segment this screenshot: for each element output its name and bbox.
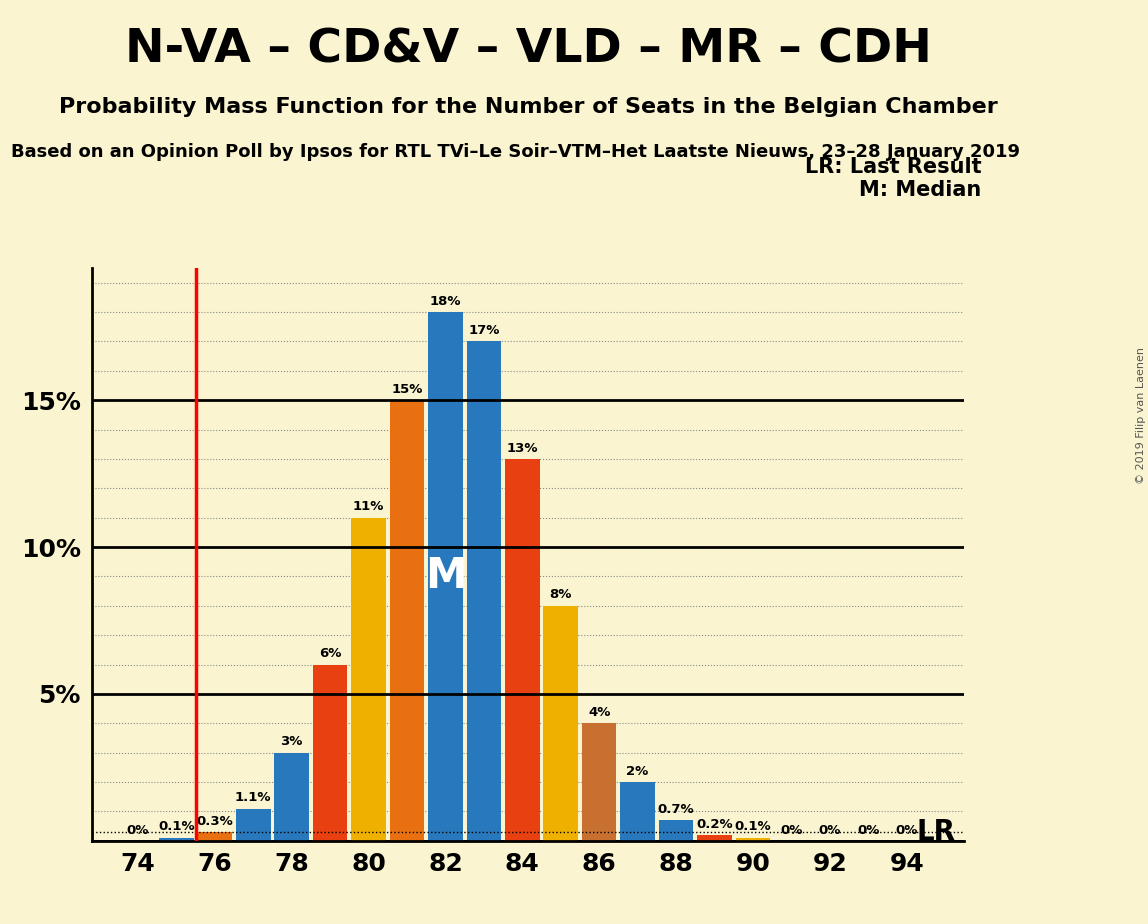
Bar xyxy=(736,838,770,841)
Text: 0.2%: 0.2% xyxy=(696,818,732,831)
Bar xyxy=(274,753,309,841)
Bar xyxy=(697,835,731,841)
Bar xyxy=(428,312,463,841)
Bar xyxy=(505,459,540,841)
Text: M: Median: M: Median xyxy=(860,180,982,201)
Text: 0.1%: 0.1% xyxy=(158,821,195,833)
Text: 17%: 17% xyxy=(468,324,499,337)
Text: 0%: 0% xyxy=(858,824,879,837)
Bar xyxy=(197,832,232,841)
Bar xyxy=(582,723,616,841)
Text: 0%: 0% xyxy=(781,824,802,837)
Text: 13%: 13% xyxy=(506,442,538,455)
Text: 11%: 11% xyxy=(352,500,385,513)
Text: M: M xyxy=(425,555,466,598)
Bar xyxy=(620,782,654,841)
Text: 3%: 3% xyxy=(280,736,303,748)
Text: 0%: 0% xyxy=(895,824,918,837)
Text: 2%: 2% xyxy=(627,765,649,778)
Text: Probability Mass Function for the Number of Seats in the Belgian Chamber: Probability Mass Function for the Number… xyxy=(59,97,998,117)
Bar xyxy=(160,838,194,841)
Bar xyxy=(351,517,386,841)
Text: 0.3%: 0.3% xyxy=(196,815,233,828)
Text: 0%: 0% xyxy=(819,824,841,837)
Text: 6%: 6% xyxy=(319,647,341,660)
Text: LR: LR xyxy=(916,818,955,846)
Text: 8%: 8% xyxy=(550,589,572,602)
Bar xyxy=(659,821,693,841)
Bar xyxy=(466,341,502,841)
Text: 18%: 18% xyxy=(429,295,461,308)
Text: 4%: 4% xyxy=(588,706,611,719)
Text: LR: Last Result: LR: Last Result xyxy=(805,157,982,177)
Text: 1.1%: 1.1% xyxy=(235,791,272,804)
Text: 0.7%: 0.7% xyxy=(658,803,695,816)
Text: Based on an Opinion Poll by Ipsos for RTL TVi–Le Soir–VTM–Het Laatste Nieuws, 23: Based on an Opinion Poll by Ipsos for RT… xyxy=(11,143,1021,161)
Bar xyxy=(389,400,425,841)
Text: © 2019 Filip van Laenen: © 2019 Filip van Laenen xyxy=(1135,347,1146,484)
Text: 15%: 15% xyxy=(391,383,422,395)
Bar xyxy=(236,808,271,841)
Bar xyxy=(543,606,579,841)
Text: 0.1%: 0.1% xyxy=(735,821,771,833)
Text: 0%: 0% xyxy=(126,824,149,837)
Text: N-VA – CD&V – VLD – MR – CDH: N-VA – CD&V – VLD – MR – CDH xyxy=(125,28,931,73)
Bar xyxy=(313,664,348,841)
